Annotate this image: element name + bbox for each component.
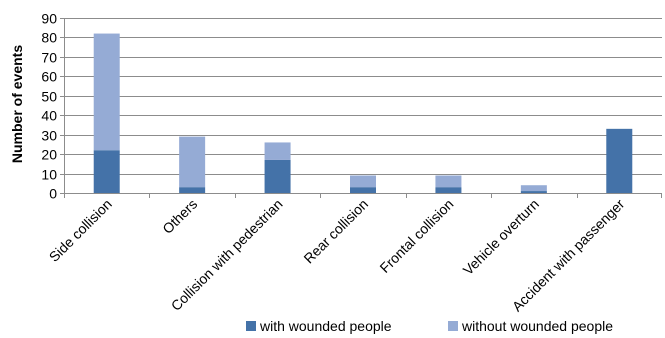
legend-swatch xyxy=(448,321,458,331)
y-tick-label: 0 xyxy=(49,186,57,202)
x-tick-label: Rear collision xyxy=(300,196,371,267)
y-tick-label: 10 xyxy=(41,167,57,183)
gridlines xyxy=(64,18,662,175)
bar-with-wounded xyxy=(520,191,547,193)
bar-with-wounded xyxy=(179,187,206,193)
axes xyxy=(60,18,662,198)
bar-without-wounded xyxy=(520,185,547,192)
bar-without-wounded xyxy=(179,136,206,188)
y-tick-labels: 0 10 20 30 40 50 60 70 80 90 xyxy=(41,11,57,202)
y-tick-label: 50 xyxy=(41,89,57,105)
bar-without-wounded xyxy=(435,175,462,188)
y-tick-label: 90 xyxy=(41,11,57,27)
y-tick-label: 60 xyxy=(41,69,57,85)
x-tick-label: Side collision xyxy=(46,196,115,265)
bar-without-wounded xyxy=(350,175,376,188)
y-tick-label: 40 xyxy=(41,108,57,124)
legend: with wounded people without wounded peopl… xyxy=(246,318,613,334)
x-tick-label: Frontal collision xyxy=(376,196,456,276)
bar-with-wounded xyxy=(93,150,120,193)
bar-with-wounded xyxy=(435,187,462,193)
x-tick-label: Others xyxy=(159,196,200,237)
y-tick-label: 20 xyxy=(41,147,57,163)
bar-without-wounded xyxy=(93,33,120,151)
x-tick-label: Vehicle overturn xyxy=(460,196,542,278)
bar-without-wounded xyxy=(264,142,291,160)
bars xyxy=(93,33,633,193)
y-tick-label: 70 xyxy=(41,50,57,66)
legend-label: without wounded people xyxy=(461,318,613,334)
bar-with-wounded xyxy=(264,159,291,193)
bar-with-wounded xyxy=(350,187,376,193)
legend-label: with wounded people xyxy=(259,318,392,334)
bar-with-wounded xyxy=(606,128,633,193)
y-axis-title: Number of events xyxy=(9,45,25,163)
y-tick-label: 80 xyxy=(41,30,57,46)
legend-swatch xyxy=(246,321,256,331)
y-tick-label: 30 xyxy=(41,128,57,144)
